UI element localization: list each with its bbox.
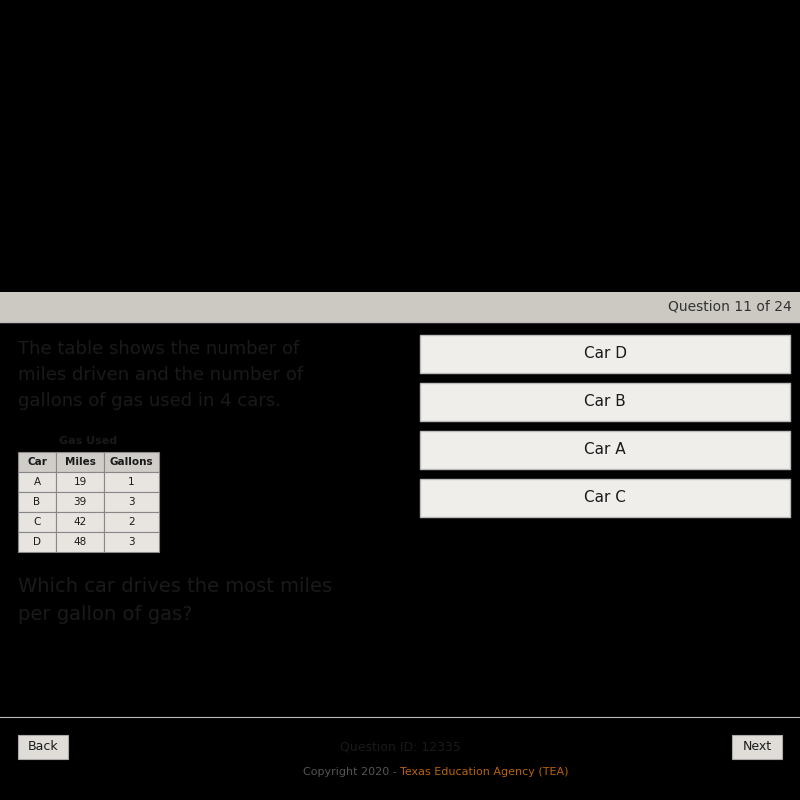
FancyBboxPatch shape [56, 532, 104, 552]
FancyBboxPatch shape [18, 472, 56, 492]
FancyBboxPatch shape [104, 472, 159, 492]
FancyBboxPatch shape [18, 512, 56, 532]
Text: 48: 48 [74, 537, 86, 547]
FancyBboxPatch shape [18, 735, 68, 759]
FancyBboxPatch shape [420, 335, 790, 373]
Text: Car B: Car B [584, 394, 626, 410]
Text: Gas Used: Gas Used [59, 436, 118, 446]
FancyBboxPatch shape [104, 452, 159, 472]
Text: 39: 39 [74, 497, 86, 507]
Text: D: D [33, 537, 41, 547]
Text: 2: 2 [128, 517, 135, 527]
Text: 1: 1 [128, 477, 135, 487]
Text: Question 11 of 24: Question 11 of 24 [668, 300, 792, 314]
FancyBboxPatch shape [104, 492, 159, 512]
Text: 19: 19 [74, 477, 86, 487]
FancyBboxPatch shape [104, 532, 159, 552]
Text: 3: 3 [128, 537, 135, 547]
FancyBboxPatch shape [420, 383, 790, 421]
Text: Car D: Car D [583, 346, 626, 362]
Text: C: C [34, 517, 41, 527]
FancyBboxPatch shape [18, 452, 56, 472]
Text: Car C: Car C [584, 490, 626, 506]
Text: Texas Education Agency (TEA): Texas Education Agency (TEA) [400, 767, 569, 777]
Text: gallons of gas used in 4 cars.: gallons of gas used in 4 cars. [18, 392, 281, 410]
Text: Car: Car [27, 457, 47, 467]
FancyBboxPatch shape [420, 431, 790, 469]
Text: 3: 3 [128, 497, 135, 507]
Text: 42: 42 [74, 517, 86, 527]
Text: Next: Next [742, 741, 771, 754]
FancyBboxPatch shape [56, 512, 104, 532]
FancyBboxPatch shape [18, 492, 56, 512]
Text: The table shows the number of: The table shows the number of [18, 340, 299, 358]
Text: Back: Back [28, 741, 58, 754]
Text: Gallons: Gallons [110, 457, 154, 467]
Text: per gallon of gas?: per gallon of gas? [18, 605, 193, 624]
FancyBboxPatch shape [104, 512, 159, 532]
FancyBboxPatch shape [732, 735, 782, 759]
Text: A: A [34, 477, 41, 487]
Text: B: B [34, 497, 41, 507]
Text: Question ID: 12335: Question ID: 12335 [339, 741, 461, 754]
FancyBboxPatch shape [56, 492, 104, 512]
Text: miles driven and the number of: miles driven and the number of [18, 366, 303, 384]
FancyBboxPatch shape [420, 479, 790, 517]
Text: Copyright 2020 -: Copyright 2020 - [302, 767, 400, 777]
FancyBboxPatch shape [18, 532, 56, 552]
Text: Which car drives the most miles: Which car drives the most miles [18, 577, 332, 596]
Text: Car A: Car A [584, 442, 626, 458]
FancyBboxPatch shape [56, 452, 104, 472]
Text: Miles: Miles [65, 457, 95, 467]
FancyBboxPatch shape [56, 472, 104, 492]
